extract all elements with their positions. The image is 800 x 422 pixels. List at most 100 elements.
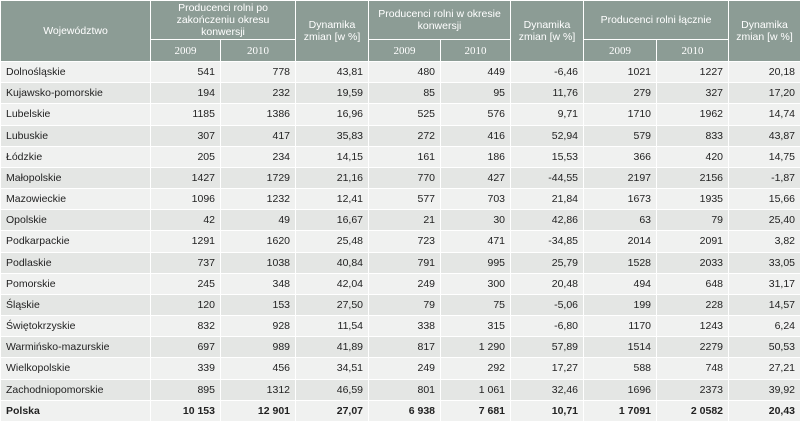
value-cell: 42: [150, 209, 221, 232]
value-cell: 338: [368, 315, 442, 338]
value-cell: 20,48: [510, 272, 585, 295]
value-cell: 41,89: [295, 336, 370, 359]
value-cell: 1514: [583, 336, 658, 359]
value-cell: 1 7091: [583, 399, 658, 422]
value-cell: 427: [440, 166, 512, 190]
value-cell: -6,46: [510, 60, 585, 84]
value-cell: 2156: [656, 166, 730, 190]
value-cell: 63: [583, 209, 658, 232]
value-cell: 161: [368, 145, 442, 168]
value-cell: 541: [150, 60, 221, 84]
region-header: Województwo: [0, 0, 151, 62]
value-cell: 272: [368, 124, 442, 147]
table-row: Opolskie 42 49 16,67 21 30 42,86 63 79 25,40: [0, 209, 800, 232]
table-body: Dolnośląskie 541 778 43,81 480 449 -6,46 1021 12…: [0, 60, 800, 422]
value-cell: 494: [583, 272, 658, 295]
value-cell: 1243: [656, 315, 730, 338]
value-cell: 737: [150, 251, 221, 274]
value-cell: -44,55: [510, 166, 585, 190]
value-cell: 723: [368, 230, 442, 253]
region-cell: Mazowieckie: [0, 188, 151, 211]
value-cell: 2373: [656, 378, 730, 401]
value-cell: 1696: [583, 378, 658, 401]
value-cell: 995: [440, 251, 512, 274]
value-cell: 1673: [583, 188, 658, 211]
region-cell: Lubuskie: [0, 124, 151, 147]
value-cell: 895: [150, 378, 221, 401]
value-cell: 9,71: [510, 103, 585, 126]
value-cell: 194: [150, 82, 221, 105]
value-cell: -1,87: [728, 166, 800, 190]
value-cell: 14,15: [295, 145, 370, 168]
value-cell: 1227: [656, 60, 730, 84]
change-header: Dynamika zmian [w %]: [295, 0, 370, 62]
region-cell: Zachodniopomorskie: [0, 378, 151, 401]
value-cell: 75: [440, 293, 512, 317]
region-cell: Podkarpackie: [0, 230, 151, 253]
year-header: 2009: [150, 39, 221, 62]
value-cell: 39,92: [728, 378, 800, 401]
value-cell: 525: [368, 103, 442, 126]
value-cell: -34,85: [510, 230, 585, 253]
table-row: Lubuskie 307 417 35,83 272 416 52,94 579 833 43,8…: [0, 124, 800, 147]
value-cell: 17,27: [510, 357, 585, 380]
table-row: Warmińsko-mazurskie 697 989 41,89 817 1 290 57…: [0, 336, 800, 359]
value-cell: 32,46: [510, 378, 585, 401]
value-cell: 348: [219, 272, 297, 295]
value-cell: 21,16: [295, 166, 370, 190]
value-cell: 416: [440, 124, 512, 147]
region-cell: Dolnośląskie: [0, 60, 151, 84]
value-cell: 11,54: [295, 315, 370, 338]
value-cell: 27,21: [728, 357, 800, 380]
year-header: 2009: [368, 39, 442, 62]
value-cell: 703: [440, 188, 512, 211]
region-cell: Polska: [0, 399, 151, 422]
value-cell: 43,87: [728, 124, 800, 147]
value-cell: 232: [219, 82, 297, 105]
value-cell: 339: [150, 357, 221, 380]
table-row: Wielkopolskie 339 456 34,51 249 292 17,27 588 74…: [0, 357, 800, 380]
value-cell: 2091: [656, 230, 730, 253]
table-row: Polska 10 153 12 901 27,07 6 938 7 681 10,71 1 …: [0, 399, 800, 422]
region-cell: Opolskie: [0, 209, 151, 232]
value-cell: 1729: [219, 166, 297, 190]
value-cell: 245: [150, 272, 221, 295]
value-cell: 1620: [219, 230, 297, 253]
table-row: Pomorskie 245 348 42,04 249 300 20,48 494 648 31,…: [0, 272, 800, 295]
region-cell: Pomorskie: [0, 272, 151, 295]
value-cell: 79: [368, 293, 442, 317]
value-cell: 2197: [583, 166, 658, 190]
value-cell: 21,84: [510, 188, 585, 211]
region-cell: Małopolskie: [0, 166, 151, 190]
value-cell: 85: [368, 82, 442, 105]
value-cell: -6,80: [510, 315, 585, 338]
value-cell: 14,74: [728, 103, 800, 126]
value-cell: 315: [440, 315, 512, 338]
value-cell: 249: [368, 357, 442, 380]
table-row: Śląskie 120 153 27,50 79 75 -5,06 199 228 14,57: [0, 293, 800, 317]
value-cell: 1710: [583, 103, 658, 126]
value-cell: 42,04: [295, 272, 370, 295]
value-cell: 2033: [656, 251, 730, 274]
value-cell: 10,71: [510, 399, 585, 422]
value-cell: 12 901: [219, 399, 297, 422]
group-header: Producenci rolni po zakończeniu okresu k…: [149, 0, 297, 40]
value-cell: 770: [368, 166, 442, 190]
value-cell: 34,51: [295, 357, 370, 380]
value-cell: 6,24: [728, 315, 800, 338]
value-cell: 456: [219, 357, 297, 380]
value-cell: 576: [440, 103, 512, 126]
value-cell: 1096: [150, 188, 221, 211]
value-cell: 21: [368, 209, 442, 232]
group-header: Producenci rolni w okresie konwersji: [368, 0, 512, 40]
value-cell: 2014: [583, 230, 658, 253]
value-cell: 25,48: [295, 230, 370, 253]
table-row: Dolnośląskie 541 778 43,81 480 449 -6,46 1021 12…: [0, 60, 800, 84]
value-cell: 1386: [219, 103, 297, 126]
year-header: 2010: [440, 39, 512, 62]
year-header: 2009: [583, 39, 658, 62]
value-cell: 989: [219, 336, 297, 359]
value-cell: 1021: [583, 60, 658, 84]
